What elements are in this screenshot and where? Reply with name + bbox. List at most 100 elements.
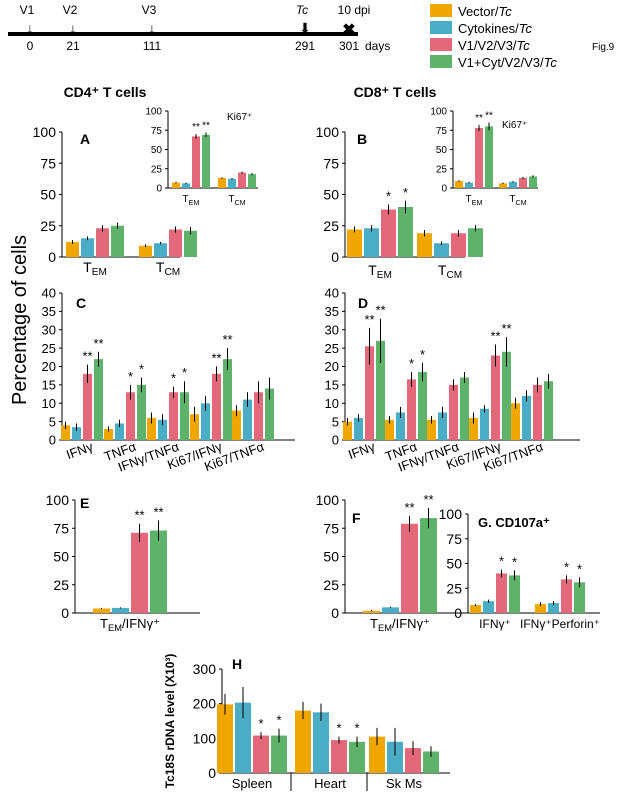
y-tick-label: 75 [40, 155, 56, 171]
y-tick-label: 0 [208, 765, 216, 781]
bar [182, 183, 190, 188]
significance-mark: ** [192, 122, 200, 133]
bar [248, 174, 256, 188]
bar [93, 608, 110, 613]
down-arrow-icon: ↓ [70, 20, 77, 36]
x-tick-label: TCM [509, 194, 526, 207]
bar [81, 238, 94, 257]
y-tick-label: 75 [436, 126, 448, 137]
y-tick-label: 10 [42, 396, 56, 411]
timeline-unit: days [365, 39, 390, 53]
timeline-event-label: V1 [20, 3, 35, 17]
panel-label: A [80, 131, 90, 147]
significance-mark: * [128, 369, 133, 384]
bar [212, 373, 221, 440]
bar [172, 182, 180, 188]
panel-label: C [76, 295, 86, 311]
y-tick-label: 30 [42, 322, 56, 337]
down-arrow-icon: ↓ [149, 20, 156, 36]
timeline-day-label: 0 [27, 39, 34, 53]
panel-label: Ki67⁺ [502, 120, 527, 131]
bar [381, 209, 396, 257]
panel-label: Ki67⁺ [227, 112, 252, 123]
y-tick-label: 100 [46, 492, 70, 508]
bar [83, 373, 92, 440]
x-tick-label: Spleen [232, 776, 272, 791]
legend-entry: Vector/Tc [430, 4, 512, 19]
significance-mark: ** [222, 332, 232, 347]
bar [131, 532, 148, 613]
bar [511, 403, 520, 440]
legend-entry: V1+Cyt/V2/V3/Tc [430, 55, 557, 70]
y-tick-label: 75 [446, 531, 462, 547]
bar [535, 604, 546, 613]
y-tick-label: 25 [40, 218, 56, 234]
y-tick-label: 0 [331, 249, 339, 265]
bar [509, 181, 517, 188]
significance-mark: * [336, 721, 341, 736]
chart-E: 0 25 50 75 100 E ** ** TEM/IFNγ⁺ [46, 492, 200, 633]
y-tick-label: 25 [446, 580, 462, 596]
bar [218, 177, 226, 188]
significance-mark: ** [93, 336, 103, 351]
bar [423, 751, 439, 773]
y-tick-label: 75 [323, 155, 339, 171]
significance-mark: * [420, 347, 425, 362]
y-tick-label: 20 [325, 359, 339, 374]
panel-label: E [80, 495, 89, 511]
bar [469, 417, 478, 440]
y-tick-label: 0 [454, 605, 462, 621]
y-tick-label: 50 [436, 145, 448, 156]
panel-label: H [232, 656, 242, 672]
significance-mark: ** [423, 492, 433, 507]
y-tick-label: 75 [151, 126, 163, 137]
significance-mark: ** [490, 328, 500, 343]
y-axis-label: Tc18S rDNA level (X10³) [163, 654, 177, 789]
significance-mark: ** [153, 504, 163, 519]
y-tick-label: 0 [156, 184, 162, 195]
bar [544, 381, 553, 440]
timeline: V1 ↓ 0 V2 ↓ 21 V3 ↓ 111 Tc ⬇ 291 10 dpi ✖301 days [8, 3, 390, 53]
y-tick-label: 25 [42, 341, 56, 356]
y-tick-label: 100 [430, 107, 447, 118]
chart-F: 0 25 50 75 100 F ** ** TEM/IFNγ⁺ [316, 492, 470, 633]
legend-swatch [430, 55, 452, 68]
y-tick-label: 100 [316, 124, 340, 140]
bar [313, 712, 329, 773]
chart-G: 0 25 50 75 100 G. CD107a⁺ * * IFNγ⁺ * * IFNγ⁺Perfor… [439, 506, 600, 631]
bar [480, 408, 489, 440]
bar [574, 582, 585, 613]
bar [66, 242, 79, 257]
chart-A_inset: 0 25 50 75 100 Ki67⁺ ** ** TEM TCM [145, 107, 258, 207]
bar [509, 575, 520, 613]
y-tick-label: 0 [441, 184, 447, 195]
y-tick-label: 35 [42, 304, 56, 319]
bar [470, 605, 481, 613]
bar [111, 225, 124, 257]
bar [451, 233, 466, 257]
bar [254, 392, 263, 440]
y-tick-label: 0 [48, 249, 56, 265]
bar [519, 177, 527, 188]
chart-B_inset: 0 25 50 75 100 Ki67⁺ ** ** TEM TCM [430, 107, 538, 207]
y-tick-label: 40 [42, 286, 56, 301]
y-tick-label: 0 [49, 433, 56, 448]
x-tick-label: TCM [438, 262, 462, 281]
bar [235, 702, 251, 773]
bar [385, 419, 394, 440]
bar [364, 228, 379, 257]
significance-mark: * [403, 185, 408, 200]
bar [192, 136, 200, 188]
x-tick-label: TEM/IFNγ⁺ [100, 616, 160, 633]
significance-mark: * [182, 365, 187, 380]
bar [387, 741, 403, 773]
y-tick-label: 100 [193, 730, 217, 746]
bar [137, 384, 146, 440]
x-tick-label: TEM [368, 262, 392, 281]
legend-swatch [430, 21, 452, 34]
bar [147, 417, 156, 440]
significance-mark: * [139, 362, 144, 377]
panel-label: G. CD107a⁺ [478, 515, 550, 530]
down-arrow-icon: ↓ [27, 20, 34, 36]
